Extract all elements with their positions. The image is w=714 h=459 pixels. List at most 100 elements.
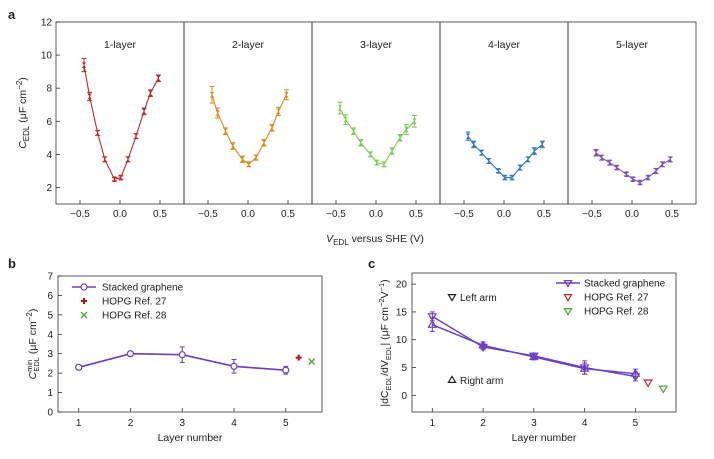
right-arm-icon [447, 375, 457, 383]
hourglass-top [525, 156, 531, 160]
hourglass-bottom [284, 94, 289, 98]
data-point [653, 168, 659, 174]
data-point [412, 118, 417, 125]
panel-c-letter: c [368, 256, 375, 271]
hourglass-bottom [412, 121, 417, 125]
data-point [404, 126, 409, 133]
panel-a-y-ticks: 2 4 6 8 10 12 [41, 18, 60, 194]
hourglass-top [358, 139, 363, 143]
panel-b-frame [57, 275, 323, 413]
x-tick-label: 0.0 [497, 209, 511, 220]
cross-b [80, 311, 88, 319]
x-tick-label: −0.5 [70, 209, 90, 220]
hourglass-bottom [141, 111, 147, 115]
data-point [240, 156, 245, 163]
data-point [178, 351, 186, 359]
legend-marker [563, 308, 573, 316]
data-point [95, 130, 100, 136]
legend-label: HOPG Ref. 27 [584, 293, 649, 304]
hourglass-bottom [209, 94, 215, 98]
legend-label: HOPG Ref. 28 [584, 307, 649, 318]
data-point [87, 93, 92, 100]
hourglass-bottom [368, 154, 373, 158]
y-tick-label: 2 [47, 369, 53, 380]
annotation-left-arm: Left arm [460, 293, 497, 304]
data-point [624, 171, 629, 178]
hourglass-bottom [223, 131, 228, 134]
data-point [517, 164, 523, 171]
x-tick-label: −0.5 [198, 209, 218, 220]
data-point [358, 139, 363, 146]
data-point [397, 135, 403, 141]
data-point [261, 139, 267, 146]
hourglass-top [624, 171, 629, 175]
hourglass-top [102, 156, 107, 160]
hourglass-top [599, 154, 604, 158]
data-point [525, 156, 531, 163]
data-point [141, 108, 147, 115]
data-point [276, 108, 281, 115]
hourglass-bottom [87, 96, 92, 100]
hourglass-bottom [660, 164, 665, 168]
panel-b-legend: Stacked graphene HOPG Ref. 27 HOPG Ref. 28 [72, 283, 184, 322]
data-point [637, 179, 643, 186]
hourglass-bottom [630, 179, 635, 182]
legend-marker [563, 294, 573, 302]
legend-label: HOPG Ref. 28 [102, 311, 167, 322]
data-point [269, 125, 275, 131]
data-point [668, 156, 673, 163]
cross-b [308, 357, 316, 365]
subplot-1-layer: −0.5 0.0 0.5 1-layer [55, 21, 185, 220]
hourglass-bottom [276, 111, 281, 115]
legend-label: Stacked graphene [102, 283, 184, 294]
hourglass-bottom [668, 159, 673, 163]
series-line [432, 324, 636, 375]
panel-c-x-label: Layer number [512, 432, 577, 444]
hourglass-bottom [525, 159, 531, 163]
panel-c-ticks: 0 5 10 15 20 1 2 3 4 5 [396, 280, 639, 429]
data-point [471, 141, 476, 148]
data-point [465, 133, 471, 139]
hourglass-bottom [261, 142, 267, 146]
hourglass-bottom [343, 119, 348, 123]
y-tick-label: 7 [47, 272, 53, 283]
hourglass-top [614, 164, 619, 168]
hourglass-bottom [645, 177, 651, 181]
hourglass-bottom [479, 152, 484, 156]
hourglass-bottom [465, 136, 471, 139]
series-line [431, 315, 636, 378]
x-tick-label: 2 [480, 418, 486, 429]
x-tick-label: 1 [76, 418, 82, 429]
hourglass-top [381, 161, 387, 165]
legend-label: HOPG Ref. 27 [102, 297, 167, 308]
x-tick-label: 0.0 [241, 209, 255, 220]
data-point [486, 158, 491, 164]
data-point [593, 149, 599, 156]
subplot-3-layer: −0.5 0.0 0.5 3-layer [311, 21, 441, 220]
data-point [374, 159, 379, 166]
x-tick-label: 4 [582, 418, 588, 429]
hourglass-top [351, 128, 356, 132]
data-point [630, 368, 641, 377]
hourglass-bottom [358, 142, 363, 146]
x-tick-label: −0.5 [454, 209, 474, 220]
hourglass-top [593, 149, 599, 153]
hourglass-top [389, 148, 395, 152]
x-tick-label: 0.5 [665, 209, 679, 220]
data-point [351, 128, 356, 134]
hourglass-bottom [125, 159, 131, 163]
x-tick-label: 3 [179, 418, 185, 429]
hourglass-bottom [246, 164, 251, 168]
data-point [209, 92, 215, 98]
y-tick-label: 10 [396, 335, 408, 346]
y-tick-label: 12 [41, 18, 53, 29]
legend-label: Stacked graphene [584, 279, 666, 290]
hourglass-top [471, 141, 476, 145]
data-point [308, 357, 316, 365]
hourglass-top [637, 179, 643, 183]
hourglass-top [540, 141, 545, 145]
hourglass-top [141, 108, 147, 112]
hourglass-bottom [614, 167, 619, 171]
data-point [253, 154, 259, 161]
panel-c: c 0 5 10 15 20 1 2 3 4 5 Left arm Right arm Stacke… [368, 256, 677, 444]
